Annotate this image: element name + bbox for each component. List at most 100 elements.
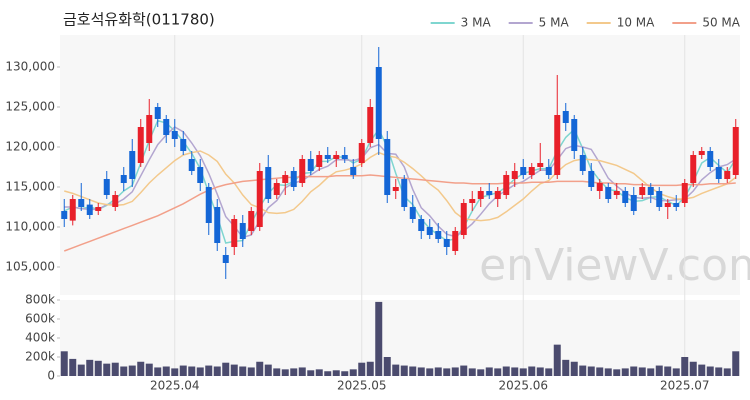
volume-bar	[86, 359, 94, 376]
candle-body	[511, 171, 518, 179]
candle-body	[205, 187, 212, 223]
candle-body	[307, 159, 314, 171]
volume-bar	[383, 357, 391, 376]
candle-body	[622, 191, 629, 203]
candle-body	[290, 171, 297, 187]
candle-body	[180, 139, 187, 151]
candle-body	[673, 203, 680, 207]
volume-bar	[222, 362, 230, 376]
ma-line	[63, 174, 736, 252]
candle-body	[384, 139, 391, 195]
candle-body	[239, 223, 246, 239]
volume-bar	[681, 357, 689, 376]
volume-bar	[154, 367, 162, 376]
candle-body	[78, 199, 85, 207]
volume-bar	[332, 370, 340, 376]
volume-bar	[562, 359, 570, 376]
volume-bar	[587, 366, 595, 376]
candle-body	[571, 119, 578, 151]
volume-bar	[723, 368, 731, 376]
candle-body	[154, 107, 161, 119]
volume-bar	[290, 368, 298, 376]
volume-bar	[171, 368, 179, 376]
volume-bar	[443, 368, 451, 376]
volume-bar	[205, 365, 213, 376]
volume-bar	[621, 368, 629, 376]
volume-bar	[451, 367, 459, 376]
candle-body	[333, 155, 340, 159]
candle-body	[613, 191, 620, 195]
volume-bar	[298, 367, 306, 376]
volume-bar	[426, 368, 434, 376]
volume-bar	[213, 366, 221, 376]
volume-bar	[60, 351, 68, 376]
volume-bar	[732, 351, 740, 376]
x-tick-label: 2025.05	[337, 379, 387, 393]
volume-bar	[664, 366, 672, 376]
candle-body	[562, 111, 569, 123]
candle-body	[630, 195, 637, 211]
candle-body	[231, 219, 238, 247]
candle-body	[188, 159, 195, 171]
volume-bar	[596, 367, 604, 376]
volume-bar	[698, 364, 706, 376]
candle-body	[435, 231, 442, 239]
volume-bar	[630, 366, 638, 376]
volume-bar	[162, 366, 170, 376]
volume-bar	[239, 366, 247, 376]
candle-body	[579, 155, 586, 171]
candle-body	[469, 199, 476, 203]
volume-bar	[528, 366, 536, 376]
candle-body	[103, 179, 110, 195]
volume-bar	[145, 363, 153, 376]
candle-body	[358, 143, 365, 163]
volume-bar	[392, 364, 400, 376]
volume-bar	[536, 367, 544, 376]
volume-bar	[111, 362, 119, 376]
legend-label: 10 MA	[617, 16, 655, 30]
candle-body	[520, 167, 527, 175]
volume-bar	[341, 371, 349, 376]
candle-body	[443, 239, 450, 247]
volume-bar	[511, 367, 519, 376]
chart-title: 금호석유화학(011780)	[63, 11, 215, 29]
x-tick-label: 2025.06	[498, 379, 548, 393]
candle-body	[545, 167, 552, 175]
candle-body	[401, 179, 408, 207]
volume-bar	[273, 368, 281, 376]
candle-body	[324, 155, 331, 159]
candle-body	[214, 207, 221, 243]
volume-bar	[655, 365, 663, 376]
candle-body	[596, 183, 603, 191]
candle-body	[724, 171, 731, 179]
volume-bar	[485, 367, 493, 376]
volume-bar	[519, 368, 527, 376]
candle-body	[146, 115, 153, 143]
candle-body	[460, 203, 467, 235]
volume-bar	[477, 369, 485, 376]
volume-bar	[494, 368, 502, 376]
volume-bar	[281, 369, 289, 376]
candle-body	[664, 203, 671, 207]
candle-body	[163, 119, 170, 135]
volume-bar	[264, 364, 272, 376]
y-tick-label: 110,000	[5, 220, 55, 234]
candle-body	[86, 204, 93, 215]
volume-bar	[460, 365, 468, 376]
volume-bar	[689, 361, 697, 376]
candle-body	[681, 183, 688, 203]
candle-body	[120, 175, 127, 183]
volume-bar	[417, 367, 425, 376]
candle-body	[554, 115, 561, 175]
volume-bar	[366, 361, 374, 376]
candle-body	[426, 227, 433, 235]
candle-body	[265, 167, 272, 199]
price-panel	[60, 35, 740, 295]
volume-bar	[604, 368, 612, 376]
candle-body	[137, 127, 144, 163]
candle-body	[477, 191, 484, 199]
volume-bar	[434, 367, 442, 376]
y-tick-label: 130,000	[5, 60, 55, 74]
candle-body	[588, 171, 595, 187]
candle-body	[197, 167, 204, 183]
